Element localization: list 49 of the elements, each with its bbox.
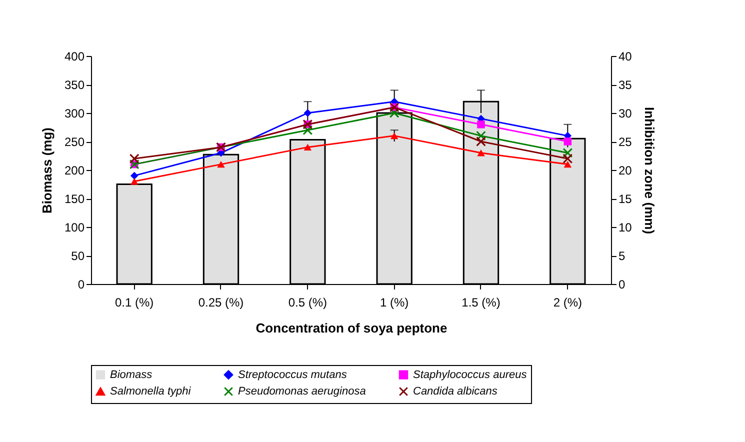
legend-label: Candida albicans	[413, 386, 498, 398]
x-axis-title: Concentration of soya peptone	[256, 320, 448, 336]
y-tick-label: 350	[64, 78, 85, 92]
point	[130, 172, 138, 180]
x-tick-label: 0.1 (%)	[114, 296, 154, 310]
legend-label: Streptococcus mutans	[238, 368, 348, 381]
y2-tick-label: 35	[618, 78, 632, 92]
point	[477, 120, 485, 128]
point	[130, 178, 138, 185]
y-tick-label: 0	[78, 278, 85, 292]
y2-tick-label: 10	[618, 220, 632, 234]
y2-tick-label: 25	[618, 135, 632, 149]
y-tick-label: 100	[64, 220, 85, 234]
y2-tick-label: 40	[618, 50, 632, 64]
x-tick-label: 0.25 (%)	[198, 296, 244, 310]
point	[562, 154, 573, 164]
x-tick-label: 0.5 (%)	[288, 296, 328, 310]
point	[217, 160, 225, 168]
legend-label: Staphylococcus aureus	[413, 368, 528, 381]
legend-label: Salmonella typhi	[110, 386, 192, 398]
x-tick-label: 1.5 (%)	[462, 296, 500, 310]
y2-tick-label: 20	[618, 164, 632, 178]
y-tick-label: 400	[64, 50, 85, 64]
y2-tick-label: 0	[618, 278, 626, 292]
point	[564, 138, 572, 146]
y-tick-label: 150	[64, 192, 85, 206]
point	[302, 125, 313, 136]
y-axis-title: Biomass (mg)	[39, 128, 54, 214]
point	[304, 144, 312, 151]
x-tick-label: 2 (%)	[553, 296, 582, 310]
point	[476, 136, 486, 146]
y2-tick-label: 5	[618, 249, 626, 263]
point	[389, 108, 400, 118]
point	[477, 150, 485, 156]
legend-label: Pseudomonas aeruginosa	[238, 386, 366, 398]
y-tick-label: 300	[64, 106, 85, 120]
y2-tick-label: 15	[618, 192, 632, 206]
y-tick-label: 250	[64, 135, 85, 149]
y-tick-label: 50	[71, 249, 85, 263]
point	[390, 132, 398, 140]
point	[564, 160, 572, 168]
x-tick-label: 1 (%)	[380, 296, 409, 310]
point	[304, 109, 312, 117]
y2-axis-title: Inhibition zone (mm)	[642, 106, 657, 234]
point	[129, 154, 140, 164]
point	[476, 130, 486, 141]
y-tick-label: 200	[64, 164, 85, 178]
y2-tick-label: 30	[618, 106, 632, 120]
legend-label: Biomass	[110, 368, 153, 381]
